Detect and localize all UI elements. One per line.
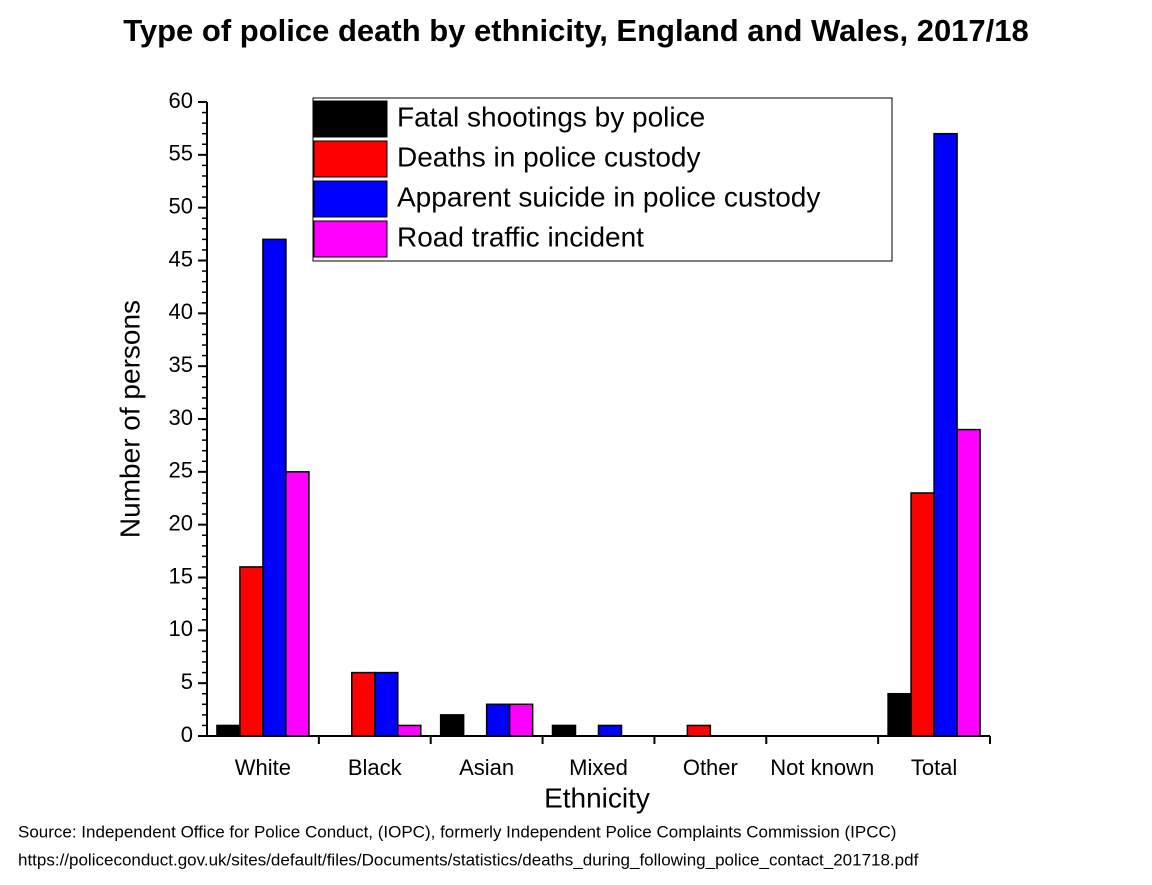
x-tick-label: Asian: [459, 755, 514, 780]
x-tick-label: Total: [911, 755, 957, 780]
bar: [374, 671, 399, 737]
source-line: https://policeconduct.gov.uk/sites/defau…: [18, 850, 919, 869]
bar: [397, 724, 422, 737]
y-axis-label: Number of persons: [114, 300, 145, 538]
y-tick-label: 30: [169, 405, 193, 430]
bar: [887, 692, 912, 737]
legend-label: Apparent suicide in police custody: [397, 181, 820, 212]
bar: [686, 724, 712, 737]
x-tick-label: Black: [348, 755, 403, 780]
y-tick-label: 0: [181, 722, 193, 747]
bar: [597, 724, 623, 737]
chart-title: Type of police death by ethnicity, Engla…: [123, 13, 1029, 48]
y-tick-label: 10: [169, 616, 193, 641]
y-tick-label: 50: [169, 193, 193, 218]
x-tick-label: White: [235, 755, 291, 780]
legend-swatch: [313, 140, 388, 178]
bar: [351, 671, 376, 737]
y-tick-label: 35: [169, 352, 193, 377]
bar: [551, 724, 577, 737]
bar: [216, 724, 241, 737]
bar: [933, 132, 958, 737]
x-tick-label: Mixed: [569, 755, 628, 780]
y-tick-label: 20: [169, 510, 193, 535]
legend-swatch: [313, 100, 388, 138]
bar: [285, 471, 310, 737]
legend-box: [312, 97, 893, 262]
x-axis-label: Ethnicity: [544, 782, 650, 813]
legend-label: Fatal shootings by police: [397, 101, 705, 132]
bar: [910, 492, 935, 737]
y-tick-label: 40: [169, 299, 193, 324]
y-tick-label: 5: [181, 669, 193, 694]
legend-label: Deaths in police custody: [397, 141, 701, 172]
y-tick-label: 60: [169, 88, 193, 113]
y-tick-label: 55: [169, 141, 193, 166]
y-tick-label: 45: [169, 246, 193, 271]
legend-swatch: [313, 180, 388, 218]
x-tick-label: Not known: [770, 755, 874, 780]
x-tick-label: Other: [683, 755, 738, 780]
legend-label: Road traffic incident: [397, 221, 644, 252]
bar: [485, 703, 511, 737]
source-line: Source: Independent Office for Police Co…: [18, 822, 896, 841]
bar: [239, 566, 264, 737]
y-tick-label: 25: [169, 458, 193, 483]
bar: [262, 238, 287, 737]
bar: [439, 714, 465, 737]
bar: [956, 428, 981, 737]
legend-swatch: [313, 220, 388, 258]
bar: [508, 703, 534, 737]
y-tick-label: 15: [169, 563, 193, 588]
